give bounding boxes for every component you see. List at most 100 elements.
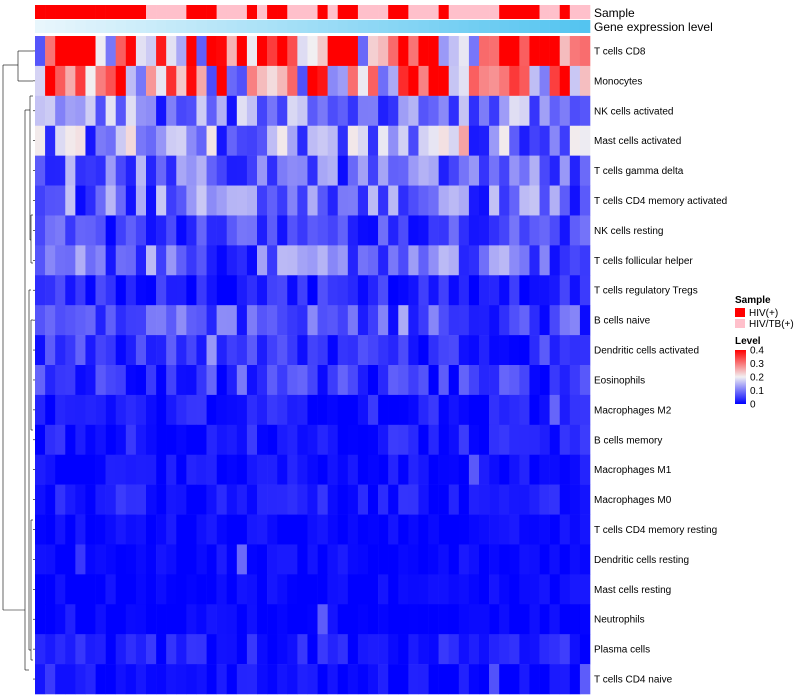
- legend-entry-hiv: HIV(+): [749, 308, 778, 319]
- heatmap-cell: [65, 275, 76, 306]
- heatmap-cell: [156, 65, 167, 97]
- heatmap-cell: [438, 125, 450, 156]
- heatmap-cell: [317, 65, 328, 97]
- heatmap-cell: [216, 394, 228, 426]
- heatmap-cell: [579, 365, 591, 396]
- heatmap-cell: [529, 454, 540, 485]
- heatmap-cell: [115, 65, 127, 97]
- heatmap-cell: [468, 125, 480, 156]
- heatmap-cell: [307, 335, 318, 366]
- heatmap-cell: [388, 365, 399, 396]
- heatmap-cell: [307, 604, 318, 635]
- heatmap-cell: [226, 424, 238, 456]
- heatmap-cell: [559, 185, 571, 216]
- heatmap-cell: [257, 305, 268, 336]
- heatmap-cell: [357, 484, 369, 515]
- heatmap-cell: [337, 335, 349, 366]
- heatmap-cell: [499, 454, 510, 485]
- heatmap-cell: [45, 365, 56, 396]
- heatmap-cell: [398, 185, 409, 216]
- heatmap-cell: [418, 36, 429, 67]
- heatmap-cell: [297, 215, 308, 246]
- heatmap-cell: [95, 36, 106, 67]
- heatmap-cell: [398, 544, 409, 575]
- heatmap-cell: [499, 245, 510, 276]
- heatmap-cell: [408, 305, 419, 336]
- expression-annotation-cell: [398, 20, 409, 33]
- heatmap-cell: [55, 394, 66, 426]
- heatmap-cell: [257, 125, 268, 156]
- heatmap-cell: [216, 155, 228, 186]
- heatmap-cell: [105, 36, 117, 67]
- heatmap-cell: [418, 95, 429, 127]
- heatmap-cell: [448, 65, 460, 97]
- heatmap-cell: [166, 155, 177, 186]
- heatmap-cell: [458, 544, 470, 575]
- heatmap-cell: [368, 36, 379, 67]
- sample-annotation-cell: [559, 5, 571, 19]
- heatmap-cell: [327, 664, 339, 695]
- heatmap-cell: [479, 664, 490, 695]
- heatmap-cell: [549, 664, 561, 695]
- heatmap-cell: [307, 544, 318, 575]
- heatmap-cell: [115, 305, 127, 336]
- heatmap-cell: [337, 125, 349, 156]
- heatmap-cell: [418, 424, 429, 456]
- heatmap-cell: [95, 305, 106, 336]
- heatmap-cell: [156, 634, 167, 665]
- heatmap-cell: [287, 335, 298, 366]
- heatmap-cell: [75, 305, 86, 336]
- heatmap-cell: [388, 664, 399, 695]
- heatmap-cell: [569, 305, 581, 336]
- heatmap-cell: [196, 95, 207, 127]
- heatmap-cell: [479, 365, 490, 396]
- heatmap-cell: [206, 454, 217, 485]
- heatmap-cell: [509, 454, 520, 485]
- heatmap-cell: [85, 125, 96, 156]
- heatmap-cell: [569, 394, 581, 426]
- heatmap-cell: [146, 95, 157, 127]
- heatmap-cell: [216, 664, 228, 695]
- heatmap-cell: [196, 634, 207, 665]
- heatmap-cell: [95, 484, 106, 515]
- heatmap-cell: [186, 394, 197, 426]
- heatmap-cell: [529, 424, 540, 456]
- heatmap-cell: [539, 155, 550, 186]
- expression-annotation-cell: [196, 20, 207, 33]
- heatmap-cell: [307, 125, 318, 156]
- heatmap-cell: [438, 514, 450, 545]
- heatmap-cell: [489, 215, 500, 246]
- heatmap-cell: [196, 365, 207, 396]
- heatmap-cell: [75, 424, 86, 456]
- heatmap-cell: [55, 305, 66, 336]
- sample-annotation-cell: [75, 5, 86, 19]
- sample-annotation-cell: [368, 5, 379, 19]
- heatmap-cell: [529, 65, 540, 97]
- heatmap-cell: [317, 305, 328, 336]
- heatmap-cell: [368, 394, 379, 426]
- heatmap-cell: [236, 275, 248, 306]
- heatmap-cell: [519, 185, 530, 216]
- expression-annotation-cell: [579, 20, 591, 33]
- heatmap-cell: [438, 634, 450, 665]
- row-label: NK cells resting: [594, 226, 663, 237]
- heatmap-cell: [438, 544, 450, 575]
- sample-annotation-cell: [327, 5, 339, 19]
- expression-annotation-cell: [347, 20, 359, 33]
- heatmap-cell: [267, 245, 278, 276]
- expression-annotation-cell: [146, 20, 157, 33]
- heatmap-cell: [166, 95, 177, 127]
- heatmap-cell: [378, 484, 389, 515]
- heatmap-cell: [327, 245, 339, 276]
- heatmap-cell: [509, 394, 520, 426]
- heatmap-cell: [398, 125, 409, 156]
- heatmap-cell: [176, 514, 187, 545]
- heatmap-cell: [105, 65, 117, 97]
- heatmap-cell: [206, 484, 217, 515]
- heatmap-cell: [216, 634, 228, 665]
- heatmap-cell: [489, 365, 500, 396]
- heatmap-cell: [559, 275, 571, 306]
- heatmap-cell: [388, 634, 399, 665]
- heatmap-cell: [438, 484, 450, 515]
- heatmap-cell: [156, 514, 167, 545]
